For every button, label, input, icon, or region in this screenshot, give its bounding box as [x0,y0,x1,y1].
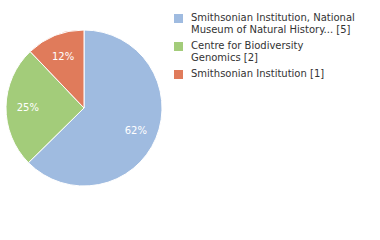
legend-item: Centre for Biodiversity Genomics [2] [172,40,377,63]
legend: Smithsonian Institution, National Museum… [172,12,377,85]
legend-swatch [174,70,183,79]
data-label: 62% [125,125,147,136]
legend-label: Smithsonian Institution, National Museum… [191,12,356,35]
pie-area: 62% 25% 12% [0,0,170,240]
data-label: 25% [17,102,39,113]
legend-item: Smithsonian Institution, National Museum… [172,12,377,35]
legend-label: Smithsonian Institution [1] [191,68,356,80]
legend-label: Centre for Biodiversity Genomics [2] [191,40,356,63]
legend-item: Smithsonian Institution [1] [172,68,377,80]
legend-swatch [174,42,183,51]
pie-slice [30,30,84,108]
data-label: 12% [52,51,74,62]
legend-swatch [174,14,183,23]
data-labels: 62% 25% 12% [17,51,147,136]
